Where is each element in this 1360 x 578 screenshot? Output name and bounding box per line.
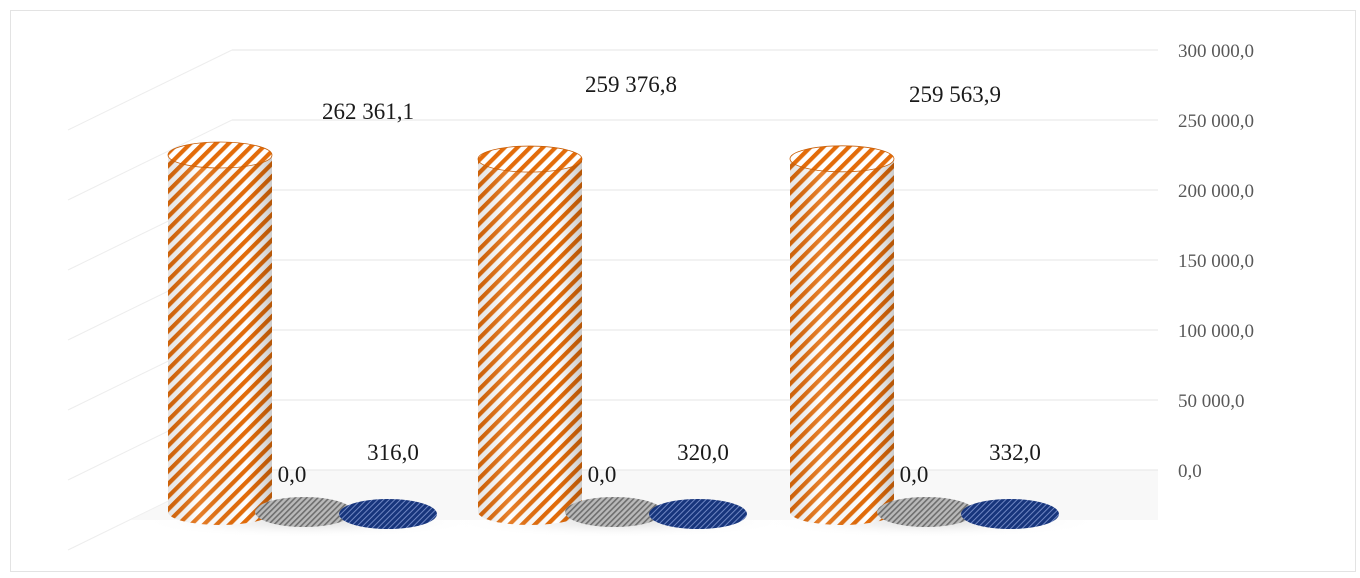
- bar-cylinder-s3-g3: [961, 499, 1059, 529]
- cylinder-disc: [961, 499, 1059, 529]
- bar-cylinder-s2-g2: [565, 497, 663, 527]
- bar-cylinder-s1-g3: [789, 145, 895, 525]
- gridlines: [232, 49, 1158, 471]
- data-labels: 262 361,1 0,0 316,0 259 376,8 0,0 320,0 259 56…: [278, 72, 1041, 487]
- bar-cylinder-s3-g1: [339, 499, 437, 529]
- cylinder-disc: [255, 497, 353, 527]
- y-axis: 0,0 50 000,0 100 000,0 150 000,0 200 000,0 25…: [1178, 41, 1254, 482]
- data-label-s3-g3: 332,0: [989, 440, 1041, 465]
- cylinder-shading: [168, 155, 272, 525]
- y-tick-label: 100 000,0: [1178, 321, 1254, 342]
- data-label-s2-g1: 0,0: [278, 462, 307, 487]
- data-label-s1-g3: 259 563,9: [909, 82, 1001, 107]
- bar-cylinder-s1-g1: [167, 141, 273, 525]
- cylinder-top: [789, 145, 895, 173]
- y-tick-label: 0,0: [1178, 461, 1202, 482]
- data-label-s1-g2: 259 376,8: [585, 72, 677, 97]
- y-tick-label: 300 000,0: [1178, 41, 1254, 62]
- cylinder-disc: [565, 497, 663, 527]
- bar-cylinder-s3-g2: [649, 499, 747, 529]
- side-wall-line: [67, 119, 233, 201]
- side-wall-line: [67, 49, 233, 131]
- bar-cylinder-s2-g3: [877, 497, 975, 527]
- y-tick-label: 150 000,0: [1178, 251, 1254, 272]
- bar-cylinder-s2-g1: [255, 497, 353, 527]
- cylinder-shading: [478, 159, 582, 525]
- data-label-s2-g2: 0,0: [588, 462, 617, 487]
- cylinder-top: [167, 141, 273, 169]
- data-label-s3-g1: 316,0: [367, 440, 419, 465]
- cylinder-shading: [790, 158, 894, 525]
- data-label-s3-g2: 320,0: [677, 440, 729, 465]
- data-label-s1-g1: 262 361,1: [322, 99, 414, 124]
- y-tick-label: 200 000,0: [1178, 181, 1254, 202]
- cylinder-top: [477, 145, 583, 173]
- data-label-s2-g3: 0,0: [900, 462, 929, 487]
- y-tick-label: 50 000,0: [1178, 391, 1245, 412]
- cylinder-disc: [877, 497, 975, 527]
- y-tick-label: 250 000,0: [1178, 111, 1254, 132]
- cylinder-disc: [649, 499, 747, 529]
- bar-cylinder-s1-g2: [477, 145, 583, 525]
- cylinder-disc: [339, 499, 437, 529]
- chart-marks: [167, 141, 1059, 529]
